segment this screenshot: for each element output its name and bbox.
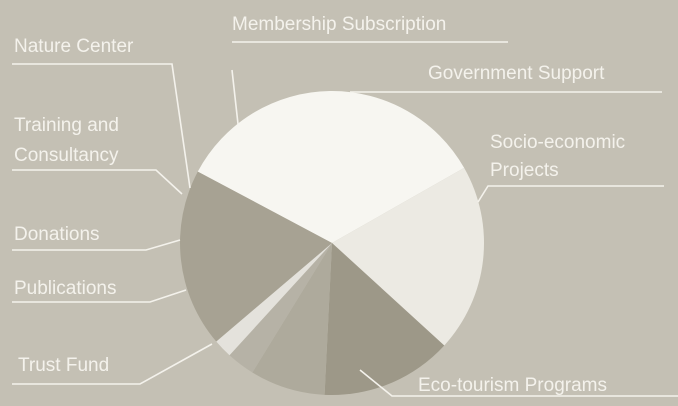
leader-line-membership-subscription <box>231 41 508 125</box>
pie-slice-trust-fund <box>324 243 445 396</box>
label-training-and-consultancy-line: Consultancy <box>14 145 119 166</box>
label-training-and-consultancy-line: Training and <box>14 115 119 136</box>
pie-slice-publications <box>252 243 332 395</box>
pie-slice-membership-subscription <box>180 171 332 342</box>
pie-slice-training-and-consultancy <box>216 243 332 356</box>
label-government-support: Government Support <box>428 63 605 84</box>
label-eco-tourism-programs: Eco-tourism Programs <box>418 375 607 396</box>
leader-line-publications <box>12 289 187 303</box>
pie-slice-donations <box>229 243 332 373</box>
leader-line-nature-center <box>12 63 191 189</box>
label-socio-economic-projects-line: Socio-economic <box>490 132 625 153</box>
leader-line-trust-fund <box>12 343 213 385</box>
label-trust-fund: Trust Fund <box>18 355 109 376</box>
pie-slice-eco-tourism-programs <box>332 167 484 346</box>
label-publications: Publications <box>14 278 116 299</box>
label-membership-subscription: Membership Subscription <box>232 14 446 35</box>
label-socio-economic-projects: Socio-economic Projects <box>490 132 625 181</box>
leader-line-socio-economic-projects <box>477 185 664 203</box>
leader-line-eco-tourism-programs <box>359 369 678 397</box>
leader-line-donations <box>12 239 181 251</box>
label-socio-economic-projects-line: Projects <box>490 160 559 181</box>
label-nature-center: Nature Center <box>14 36 134 57</box>
leader-line-training-and-consultancy <box>12 169 183 195</box>
pie-slice-socio-economic-projects <box>197 91 465 243</box>
label-donations: Donations <box>14 224 100 245</box>
label-training-and-consultancy: Training and Consultancy <box>14 115 119 166</box>
